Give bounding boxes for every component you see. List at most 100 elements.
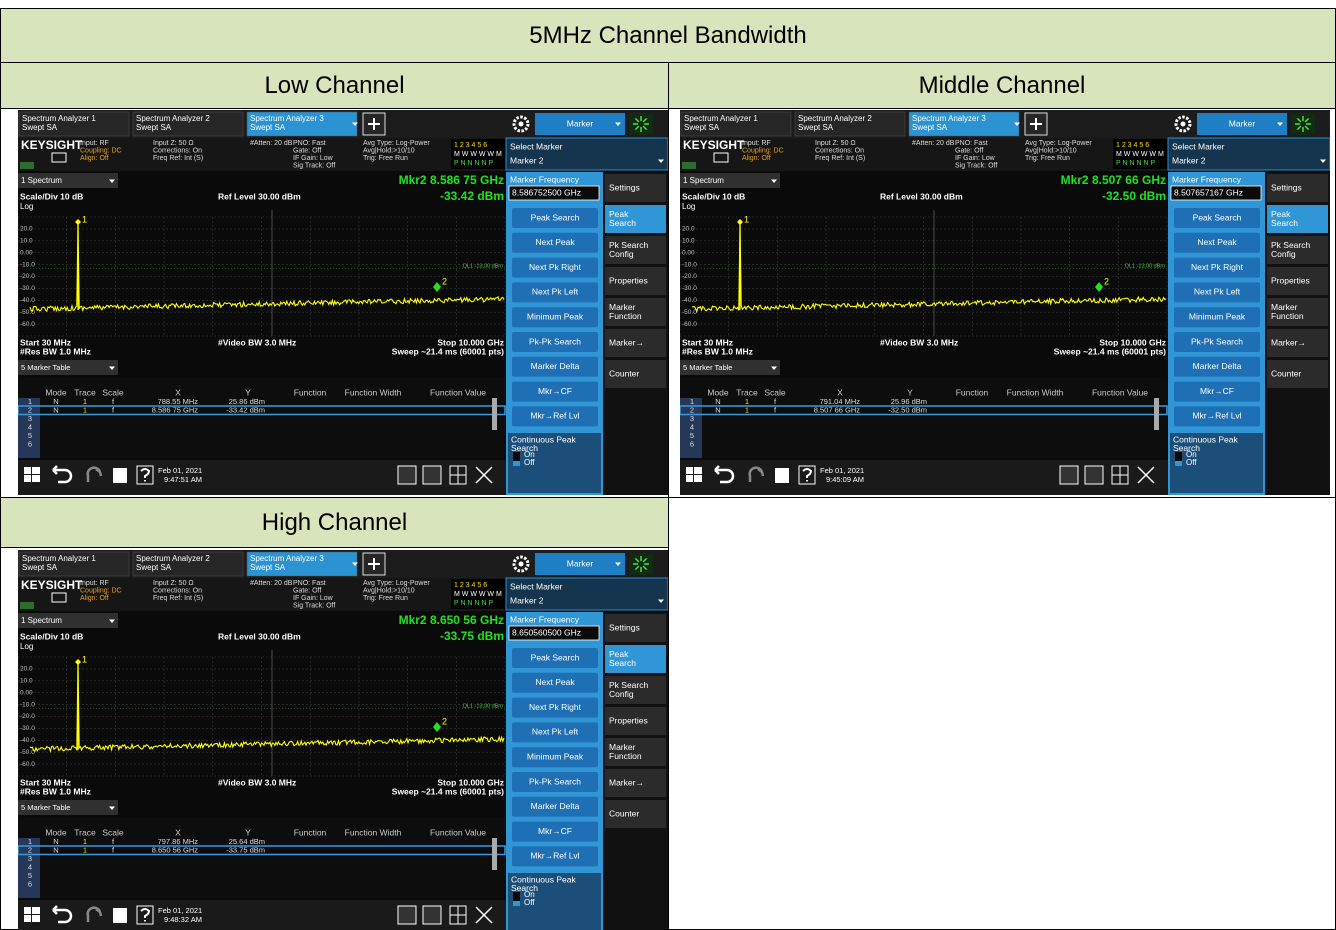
softkey[interactable] bbox=[512, 672, 598, 693]
softkey[interactable] bbox=[1174, 208, 1260, 228]
table-cell: 1 bbox=[28, 837, 32, 846]
tab[interactable] bbox=[18, 551, 130, 577]
label: Function bbox=[609, 311, 642, 321]
softkey[interactable] bbox=[1174, 282, 1260, 303]
label: Marker 2 bbox=[510, 155, 544, 165]
tab[interactable] bbox=[132, 111, 244, 137]
tab[interactable] bbox=[18, 111, 130, 137]
label: IF Gain: Low bbox=[955, 155, 996, 162]
column-heading: High Channel bbox=[0, 497, 669, 548]
select-marker[interactable] bbox=[505, 137, 668, 171]
softkey[interactable] bbox=[512, 697, 598, 718]
softkey[interactable] bbox=[512, 796, 598, 817]
side-tab[interactable] bbox=[605, 707, 666, 735]
window-selector[interactable] bbox=[680, 173, 780, 188]
softkey[interactable] bbox=[512, 208, 598, 228]
side-tab[interactable] bbox=[605, 360, 666, 388]
window-selector[interactable] bbox=[680, 360, 780, 375]
side-tab[interactable] bbox=[1267, 298, 1328, 326]
softkey[interactable] bbox=[512, 722, 598, 743]
side-tab[interactable] bbox=[605, 614, 666, 642]
softkey[interactable] bbox=[1174, 406, 1260, 427]
trace-status-box bbox=[1113, 139, 1168, 169]
y-axis-label: -10.0 bbox=[20, 701, 35, 708]
side-tab[interactable] bbox=[1267, 360, 1328, 388]
softkey[interactable] bbox=[512, 846, 598, 867]
toggle-group[interactable] bbox=[508, 433, 601, 493]
label: #Atten: 20 dB bbox=[912, 140, 955, 147]
value-field[interactable] bbox=[1170, 185, 1262, 201]
side-tab[interactable] bbox=[1267, 329, 1328, 357]
side-tab[interactable] bbox=[605, 800, 666, 828]
softkey[interactable] bbox=[512, 747, 598, 768]
toggle-group[interactable] bbox=[508, 873, 601, 930]
value-field[interactable] bbox=[508, 625, 600, 641]
label: Search bbox=[511, 883, 538, 893]
layout-icon bbox=[397, 465, 417, 485]
tab[interactable] bbox=[246, 551, 358, 577]
softkey[interactable] bbox=[1174, 332, 1260, 352]
side-tab[interactable] bbox=[605, 205, 666, 233]
label: Mkr→CF bbox=[538, 826, 572, 836]
label: Log bbox=[20, 642, 33, 651]
softkey[interactable] bbox=[1174, 356, 1260, 377]
side-tab[interactable] bbox=[605, 236, 666, 264]
label: Marker bbox=[1271, 302, 1298, 312]
spinner-spoke bbox=[642, 117, 648, 123]
side-tab[interactable] bbox=[1267, 174, 1328, 202]
softkey[interactable] bbox=[1174, 232, 1260, 253]
gear-icon bbox=[1174, 115, 1192, 133]
side-tab[interactable] bbox=[605, 645, 666, 673]
side-tab[interactable] bbox=[605, 267, 666, 295]
window-selector[interactable] bbox=[18, 613, 118, 628]
softkey[interactable] bbox=[512, 356, 598, 377]
softkey[interactable] bbox=[1174, 257, 1260, 278]
marker-1 bbox=[737, 219, 743, 225]
toggle-switch bbox=[513, 892, 520, 906]
softkey[interactable] bbox=[512, 282, 598, 303]
value-field[interactable] bbox=[508, 185, 600, 201]
lxi-badge bbox=[20, 602, 34, 609]
undo-icon bbox=[52, 905, 73, 924]
softkey[interactable] bbox=[512, 648, 598, 668]
side-tab[interactable] bbox=[605, 769, 666, 797]
softkey[interactable] bbox=[512, 406, 598, 427]
tab[interactable] bbox=[246, 111, 358, 137]
side-tab[interactable] bbox=[605, 738, 666, 766]
table-cell: 5 bbox=[28, 431, 32, 440]
window-selector[interactable] bbox=[18, 173, 118, 188]
tab[interactable] bbox=[680, 111, 792, 137]
side-tab[interactable] bbox=[605, 298, 666, 326]
select-marker[interactable] bbox=[505, 577, 668, 611]
side-tab[interactable] bbox=[1267, 267, 1328, 295]
side-tab[interactable] bbox=[605, 676, 666, 704]
tab[interactable] bbox=[794, 111, 906, 137]
softkey[interactable] bbox=[512, 257, 598, 278]
date: Feb 01, 2021 bbox=[820, 466, 864, 475]
window-selector[interactable] bbox=[18, 360, 118, 375]
softkey[interactable] bbox=[512, 307, 598, 328]
toggle-group[interactable] bbox=[1170, 433, 1263, 493]
softkey[interactable] bbox=[1174, 381, 1260, 402]
side-tab[interactable] bbox=[605, 329, 666, 357]
tab[interactable] bbox=[908, 111, 1020, 137]
select-marker[interactable] bbox=[1167, 137, 1330, 171]
softkey[interactable] bbox=[512, 381, 598, 402]
table-header: Mode bbox=[707, 387, 729, 397]
window-selector[interactable] bbox=[18, 800, 118, 815]
softkey[interactable] bbox=[512, 232, 598, 253]
softkey[interactable] bbox=[512, 821, 598, 842]
dropdown-arrow bbox=[1277, 122, 1283, 126]
softkey[interactable] bbox=[1174, 307, 1260, 328]
softkey[interactable] bbox=[512, 772, 598, 792]
table-header: Scale bbox=[102, 827, 124, 837]
table-cell: -33.75 dBm bbox=[226, 845, 265, 854]
side-tab[interactable] bbox=[605, 174, 666, 202]
label: On bbox=[524, 890, 535, 899]
softkey[interactable] bbox=[512, 332, 598, 352]
tab[interactable] bbox=[132, 551, 244, 577]
side-tab[interactable] bbox=[1267, 205, 1328, 233]
side-tab[interactable] bbox=[1267, 236, 1328, 264]
label: 1 Spectrum bbox=[683, 176, 724, 185]
dropdown-arrow bbox=[109, 619, 115, 623]
